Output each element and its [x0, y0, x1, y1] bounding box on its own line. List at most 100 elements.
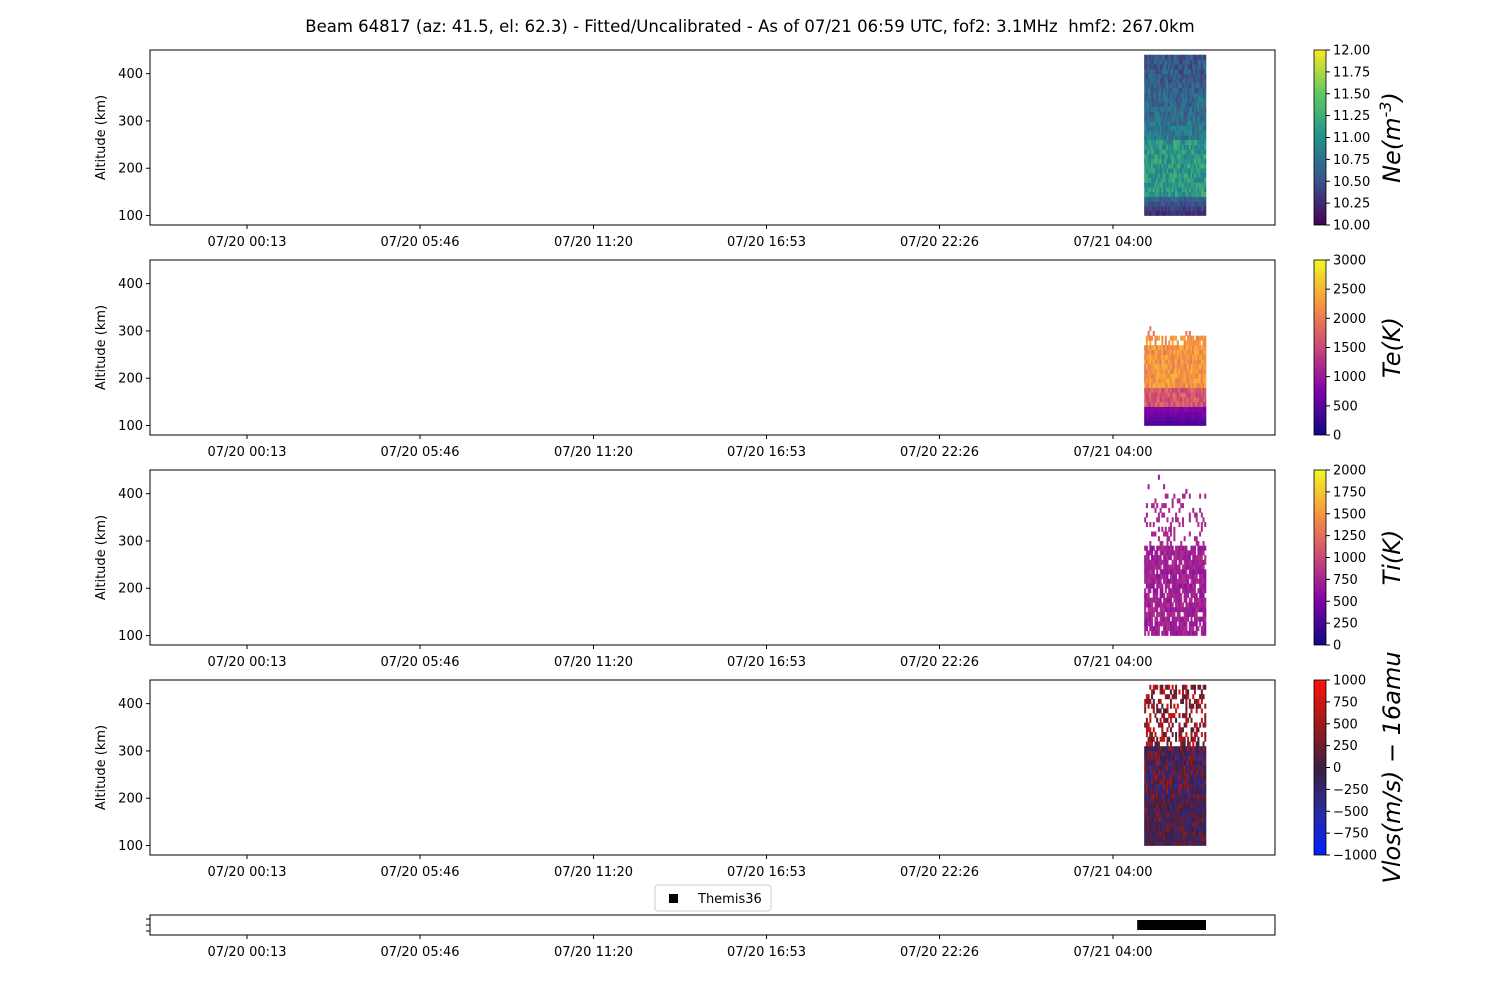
heatmap-cell	[1202, 139, 1205, 145]
heatmap-cell	[1193, 574, 1196, 580]
heatmap-cell	[1152, 330, 1155, 336]
heatmap-cell	[1151, 201, 1154, 207]
heatmap-cell	[1154, 368, 1157, 374]
heatmap-cell	[1144, 345, 1147, 351]
heatmap-cell	[1195, 378, 1198, 384]
heatmap-cell	[1154, 144, 1157, 150]
heatmap-cell	[1200, 555, 1203, 561]
heatmap-cell	[1197, 116, 1200, 122]
heatmap-cell	[1149, 335, 1152, 341]
heatmap-cell	[1202, 149, 1205, 155]
heatmap-cell	[1183, 750, 1186, 756]
heatmap-cell	[1151, 732, 1154, 738]
heatmap-cell	[1166, 191, 1169, 197]
heatmap-cell	[1163, 144, 1166, 150]
heatmap-cell	[1204, 750, 1207, 756]
heatmap-cell	[1156, 139, 1159, 145]
heatmap-cell	[1169, 807, 1172, 813]
heatmap-cell	[1200, 78, 1203, 84]
heatmap-cell	[1144, 750, 1147, 756]
heatmap-cell	[1164, 411, 1167, 417]
heatmap-cell	[1156, 746, 1159, 752]
heatmap-cell	[1154, 779, 1157, 785]
heatmap-cell	[1157, 840, 1160, 846]
heatmap-cell	[1188, 154, 1191, 160]
heatmap-cell	[1151, 54, 1154, 60]
heatmap-cell	[1190, 779, 1193, 785]
heatmap-cell	[1163, 406, 1166, 412]
heatmap-cell	[1157, 574, 1160, 580]
heatmap-cell	[1180, 154, 1183, 160]
heatmap-cell	[1173, 196, 1176, 202]
heatmap-cell	[1157, 397, 1160, 403]
heatmap-cell	[1202, 187, 1205, 193]
heatmap-cell	[1152, 703, 1155, 709]
heatmap-cell	[1152, 760, 1155, 766]
heatmap-cell	[1145, 750, 1148, 756]
heatmap-cell	[1154, 106, 1157, 112]
heatmap-cell	[1180, 626, 1183, 632]
heatmap-cell	[1180, 364, 1183, 370]
heatmap-cell	[1161, 774, 1164, 780]
heatmap-cell	[1193, 78, 1196, 84]
heatmap-cell	[1190, 182, 1193, 188]
heatmap-cell	[1169, 106, 1172, 112]
heatmap-cell	[1151, 774, 1154, 780]
heatmap-cell	[1173, 364, 1176, 370]
heatmap-cell	[1163, 382, 1166, 388]
heatmap-cell	[1159, 784, 1162, 790]
heatmap-cell	[1199, 387, 1202, 393]
heatmap-cell	[1185, 182, 1188, 188]
heatmap-cell	[1192, 741, 1195, 747]
heatmap-cell	[1187, 746, 1190, 752]
heatmap-cell	[1178, 592, 1181, 598]
heatmap-cell	[1202, 401, 1205, 407]
heatmap-cell	[1192, 97, 1195, 103]
heatmap-cell	[1169, 135, 1172, 141]
heatmap-cell	[1185, 349, 1188, 355]
heatmap-cell	[1202, 684, 1205, 690]
heatmap-cell	[1204, 154, 1207, 160]
heatmap-cell	[1166, 531, 1169, 537]
heatmap-cell	[1144, 769, 1147, 775]
heatmap-cell	[1180, 798, 1183, 804]
heatmap-cell	[1188, 531, 1191, 537]
heatmap-cell	[1144, 703, 1147, 709]
heatmap-cell	[1188, 59, 1191, 65]
heatmap-cell	[1204, 97, 1207, 103]
heatmap-cell	[1200, 392, 1203, 398]
heatmap-cell	[1181, 550, 1184, 556]
heatmap-cell	[1185, 812, 1188, 818]
heatmap-cell	[1168, 373, 1171, 379]
heatmap-cell	[1204, 102, 1207, 108]
heatmap-cell	[1168, 798, 1171, 804]
heatmap-cell	[1187, 149, 1190, 155]
heatmap-cell	[1193, 831, 1196, 837]
heatmap-cell	[1144, 364, 1147, 370]
heatmap-cell	[1152, 769, 1155, 775]
heatmap-cell	[1202, 588, 1205, 594]
heatmap-cell	[1161, 373, 1164, 379]
heatmap-cell	[1204, 401, 1207, 407]
heatmap-cell	[1161, 382, 1164, 388]
heatmap-cell	[1195, 73, 1198, 79]
heatmap-cell	[1173, 574, 1176, 580]
heatmap-cell	[1178, 545, 1181, 551]
heatmap-cell	[1190, 793, 1193, 799]
heatmap-cell	[1200, 154, 1203, 160]
heatmap-cell	[1202, 569, 1205, 575]
heatmap-cell	[1152, 559, 1155, 565]
heatmap-cell	[1149, 92, 1152, 98]
heatmap-cell	[1188, 630, 1191, 636]
heatmap-cell	[1151, 116, 1154, 122]
heatmap-cell	[1192, 182, 1195, 188]
heatmap-cell	[1202, 545, 1205, 551]
heatmap-cell	[1204, 836, 1207, 842]
heatmap-cell	[1188, 359, 1191, 365]
heatmap-cell	[1188, 793, 1191, 799]
heatmap-cell	[1176, 73, 1179, 79]
heatmap-cell	[1173, 564, 1176, 570]
heatmap-cell	[1178, 416, 1181, 422]
heatmap-cell	[1190, 760, 1193, 766]
heatmap-cell	[1151, 812, 1154, 818]
